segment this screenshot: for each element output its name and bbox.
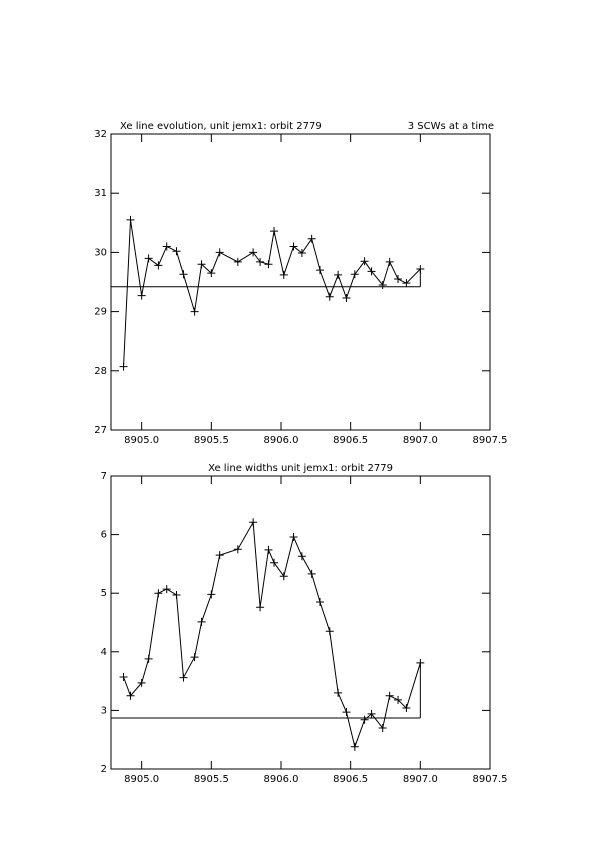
point-marker xyxy=(233,257,242,266)
point-marker xyxy=(144,254,153,263)
x-tick-label: 8906.0 xyxy=(263,435,298,446)
point-marker xyxy=(190,307,199,316)
point-marker xyxy=(385,691,394,700)
point-marker xyxy=(378,723,387,732)
point-marker xyxy=(154,261,163,270)
y-tick-label: 32 xyxy=(94,129,107,140)
x-tick-label: 8905.0 xyxy=(124,774,159,785)
y-tick-label: 27 xyxy=(94,425,107,436)
point-marker xyxy=(172,247,181,256)
point-marker xyxy=(279,270,288,279)
point-marker xyxy=(307,569,316,578)
y-tick-label: 3 xyxy=(101,705,107,716)
point-marker xyxy=(334,270,343,279)
point-marker xyxy=(137,678,146,687)
chart-title: Xe line widths unit jemx1: orbit 2779 xyxy=(208,463,393,474)
point-marker xyxy=(325,627,334,636)
point-marker xyxy=(249,248,258,257)
point-marker xyxy=(367,709,376,718)
point-marker xyxy=(197,617,206,626)
data-line xyxy=(123,219,421,367)
point-marker xyxy=(316,266,325,275)
point-marker xyxy=(270,227,279,236)
point-marker xyxy=(394,695,403,704)
point-marker xyxy=(360,257,369,266)
plot-frame xyxy=(110,133,491,431)
y-tick-label: 7 xyxy=(101,471,107,482)
point-marker xyxy=(126,215,135,224)
point-marker xyxy=(394,275,403,284)
point-marker xyxy=(190,653,199,662)
point-marker xyxy=(119,672,128,681)
point-marker xyxy=(378,280,387,289)
point-marker xyxy=(249,518,258,527)
point-marker xyxy=(297,552,306,561)
point-marker xyxy=(197,260,206,269)
point-marker xyxy=(179,673,188,682)
point-marker xyxy=(154,589,163,598)
point-marker xyxy=(233,545,242,554)
point-marker xyxy=(342,293,351,302)
x-tick-label: 8906.5 xyxy=(333,435,368,446)
point-marker xyxy=(402,704,411,713)
x-tick-label: 8907.5 xyxy=(473,774,508,785)
point-marker xyxy=(256,257,265,266)
point-marker xyxy=(162,242,171,251)
x-tick-label: 8907.0 xyxy=(403,435,438,446)
y-tick-label: 2 xyxy=(101,764,107,775)
point-marker xyxy=(215,551,224,560)
y-tick-label: 6 xyxy=(101,530,107,541)
point-marker xyxy=(162,585,171,594)
point-marker xyxy=(207,269,216,278)
point-marker xyxy=(416,264,425,273)
point-marker xyxy=(119,362,128,371)
y-tick-label: 30 xyxy=(94,247,107,258)
data-line xyxy=(123,520,421,749)
point-marker xyxy=(350,270,359,279)
point-marker xyxy=(325,292,334,301)
annotation: 3 SCWs at a time xyxy=(408,121,494,132)
y-tick-label: 5 xyxy=(101,588,107,599)
point-marker xyxy=(297,248,306,257)
y-tick-label: 31 xyxy=(94,188,107,199)
point-marker xyxy=(385,257,394,266)
x-tick-label: 8906.0 xyxy=(263,774,298,785)
point-marker xyxy=(350,742,359,751)
point-marker xyxy=(307,234,316,243)
x-tick-label: 8906.5 xyxy=(333,774,368,785)
x-tick-label: 8905.5 xyxy=(194,435,229,446)
point-marker xyxy=(215,248,224,257)
point-marker xyxy=(207,590,216,599)
point-marker xyxy=(402,279,411,288)
point-marker xyxy=(289,532,298,541)
point-marker xyxy=(179,270,188,279)
chart-title: Xe line evolution, unit jemx1: orbit 277… xyxy=(120,121,322,132)
y-tick-label: 28 xyxy=(94,366,107,377)
point-marker xyxy=(367,267,376,276)
point-marker xyxy=(289,242,298,251)
point-marker xyxy=(137,291,146,300)
point-marker xyxy=(334,688,343,697)
point-marker xyxy=(264,260,273,269)
point-marker xyxy=(144,654,153,663)
point-marker xyxy=(360,715,369,724)
x-tick-label: 8907.5 xyxy=(473,435,508,446)
point-marker xyxy=(172,590,181,599)
point-marker xyxy=(416,658,425,667)
point-marker xyxy=(342,708,351,717)
point-marker xyxy=(264,545,273,554)
x-tick-label: 8905.5 xyxy=(194,774,229,785)
point-marker xyxy=(126,691,135,700)
y-tick-label: 29 xyxy=(94,307,107,318)
point-marker xyxy=(270,558,279,567)
y-tick-label: 4 xyxy=(101,647,107,658)
point-marker xyxy=(279,572,288,581)
plot-frame xyxy=(110,475,491,770)
x-tick-label: 8905.0 xyxy=(124,435,159,446)
point-marker xyxy=(316,597,325,606)
point-marker xyxy=(256,603,265,612)
x-tick-label: 8907.0 xyxy=(403,774,438,785)
